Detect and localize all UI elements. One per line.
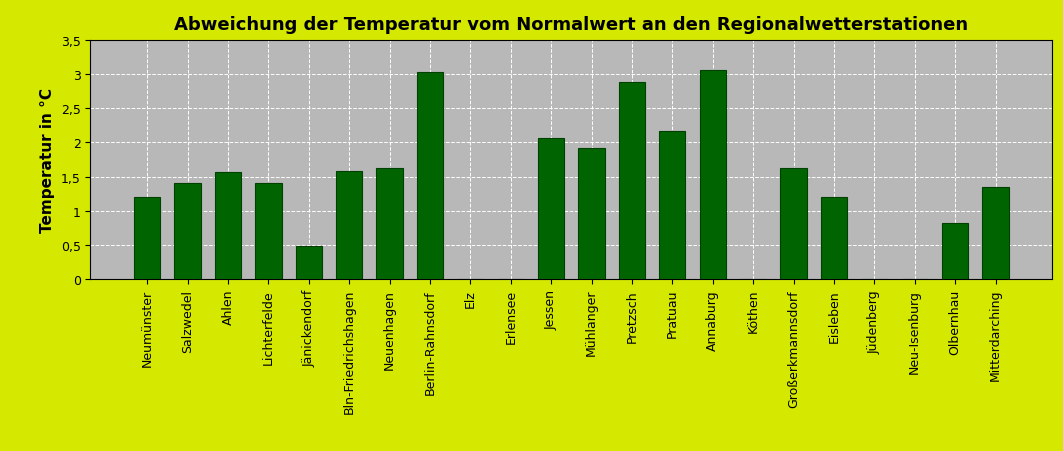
Bar — [578, 148, 605, 280]
Bar — [780, 169, 807, 280]
Bar — [821, 198, 847, 280]
Title: Abweichung der Temperatur vom Normalwert an den Regionalwetterstationen: Abweichung der Temperatur vom Normalwert… — [174, 15, 968, 33]
Bar — [296, 247, 322, 280]
Bar — [417, 73, 443, 280]
Y-axis label: Temperatur in °C: Temperatur in °C — [40, 88, 55, 232]
Bar — [619, 83, 645, 280]
Bar — [376, 168, 403, 280]
Bar — [336, 172, 362, 280]
Bar — [255, 184, 282, 280]
Bar — [134, 198, 161, 280]
Bar — [982, 188, 1009, 280]
Bar — [659, 131, 686, 280]
Bar — [942, 224, 968, 280]
Bar — [699, 71, 726, 280]
Bar — [174, 184, 201, 280]
Bar — [538, 138, 564, 280]
Bar — [215, 172, 241, 280]
